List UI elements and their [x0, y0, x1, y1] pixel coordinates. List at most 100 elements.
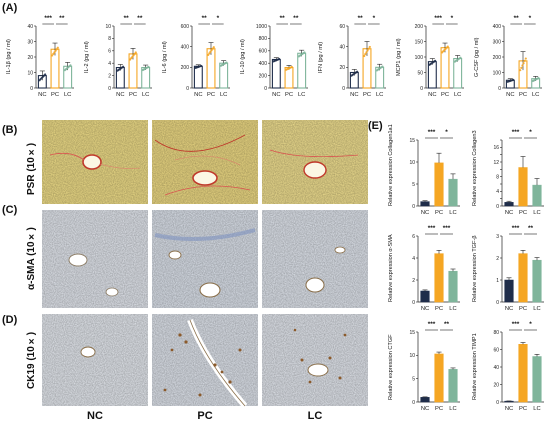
- x-tick-label: LC: [449, 406, 456, 412]
- y-tick-label: 60: [493, 347, 499, 353]
- bar-nc: [504, 400, 514, 403]
- y-tick-label: 10: [409, 353, 415, 359]
- y-tick-label: 4: [496, 189, 499, 195]
- data-point: [367, 47, 370, 50]
- psr-pc-image: [152, 120, 258, 204]
- x-tick-label: LC: [533, 306, 540, 312]
- sma-pc-image: [152, 210, 258, 308]
- y-tick-label: 200: [259, 73, 268, 79]
- y-tick-label: 5: [412, 182, 415, 188]
- x-tick-label: PC: [207, 92, 215, 98]
- data-point: [364, 53, 367, 56]
- y-tick-label: 0: [412, 204, 415, 210]
- y-tick-label: 80: [493, 330, 499, 336]
- row-label-ck19: CK19 (10×): [26, 331, 37, 389]
- significance-label: ***: [443, 225, 451, 232]
- chart-a-6: G-CSF (pg / ml) 0 100 200 300 400 NC PC LC ** *: [474, 12, 544, 100]
- data-point: [434, 59, 437, 62]
- bar-nc: [420, 397, 430, 403]
- bar-lc: [448, 178, 458, 207]
- y-tick-label: 100: [415, 55, 424, 61]
- chart-a-3: IL-10 (pg / ml) 0 200 400 600 800 1000 NC PC LC **…: [240, 12, 310, 100]
- x-tick-label: PC: [51, 92, 59, 98]
- y-tick-label: 800: [259, 36, 268, 42]
- data-point: [56, 46, 59, 49]
- bar-pc: [434, 353, 444, 403]
- y-tick-label: 60: [339, 24, 345, 30]
- y-tick-label: 600: [181, 24, 190, 30]
- y-tick-label: 200: [415, 24, 424, 30]
- significance-label: **: [124, 15, 130, 22]
- bar-pc: [440, 47, 450, 89]
- y-tick-label: 100: [493, 70, 502, 76]
- significance-label: *: [373, 15, 376, 22]
- y-tick-label: 0: [496, 400, 499, 406]
- data-point: [200, 64, 203, 68]
- sma-lc-image: [262, 210, 368, 308]
- x-tick-label: PC: [519, 306, 527, 312]
- group-label-nc: NC: [87, 410, 103, 422]
- x-tick-label: NC: [505, 306, 513, 312]
- y-tick-label: 0: [342, 86, 345, 92]
- data-point: [365, 51, 368, 54]
- significance-label: *: [529, 15, 532, 22]
- significance-label: ***: [434, 15, 442, 22]
- y-axis-label: MCP1 (pg / ml): [396, 38, 402, 76]
- y-axis-label: IFN (pg / ml): [318, 41, 324, 73]
- bar-nc: [504, 202, 514, 207]
- data-point: [225, 61, 228, 64]
- data-point: [356, 70, 359, 73]
- data-point: [368, 45, 371, 49]
- bar-lc: [448, 369, 458, 403]
- panel-label-d: (D): [2, 314, 18, 326]
- y-tick-label: 0: [420, 86, 423, 92]
- x-tick-label: LC: [449, 306, 456, 312]
- y-tick-label: 0: [412, 300, 415, 306]
- x-tick-label: PC: [441, 92, 449, 98]
- y-tick-label: 3: [496, 234, 499, 240]
- significance-label: **: [358, 15, 364, 22]
- significance-label: ***: [512, 321, 520, 328]
- chart-plot: 0 2 4 6 NC PC LC *** ***: [412, 225, 460, 312]
- significance-label: *: [529, 129, 532, 136]
- chart-e-8: Relative expression Collagen3 0 4 8 12 16 NC PC…: [472, 126, 546, 218]
- panel-label-e: (E): [368, 120, 383, 132]
- data-point: [512, 78, 515, 81]
- micrograph-grid: [40, 120, 370, 410]
- chart-plot: 0 200 400 600 800 1000 NC PC LC ** **: [256, 15, 308, 98]
- data-point: [69, 64, 72, 67]
- y-tick-label: 200: [493, 55, 502, 61]
- bar-lc: [532, 259, 542, 303]
- significance-label: ***: [512, 225, 520, 232]
- data-point: [537, 77, 540, 80]
- chart-e-11: Relative expression CTGF 0 5 10 15 NC PC LC *** *…: [388, 318, 462, 414]
- y-tick-label: 40: [339, 44, 345, 50]
- bar-pc: [434, 162, 444, 207]
- y-tick-label: 400: [259, 61, 268, 67]
- y-tick-label: 6: [412, 234, 415, 240]
- y-tick-label: 0: [496, 300, 499, 306]
- x-tick-label: NC: [272, 92, 280, 98]
- panel-label-c: (C): [2, 204, 18, 216]
- x-tick-label: LC: [220, 92, 227, 98]
- chart-a-4: IFN (pg / ml) 0 20 40 60 NC PC LC ** *: [318, 12, 388, 100]
- psr-nc-image: [42, 120, 148, 204]
- bar-lc: [453, 57, 463, 89]
- x-tick-label: PC: [285, 92, 293, 98]
- x-tick-label: PC: [519, 92, 527, 98]
- x-tick-label: NC: [116, 92, 124, 98]
- x-tick-label: NC: [505, 210, 513, 216]
- x-tick-label: PC: [519, 406, 527, 412]
- bar-nc: [504, 279, 514, 303]
- data-point: [55, 48, 58, 51]
- bar-lc: [532, 356, 542, 403]
- chart-a-5: MCP1 (pg / ml) 0 50 100 150 200 NC PC LC *** *: [396, 12, 466, 100]
- y-tick-label: 0: [496, 204, 499, 210]
- psr-lc-image: [262, 120, 368, 204]
- data-point: [522, 62, 525, 65]
- significance-label: ***: [44, 15, 52, 22]
- sma-nc-image: [42, 210, 148, 308]
- y-tick-label: 1000: [256, 24, 267, 30]
